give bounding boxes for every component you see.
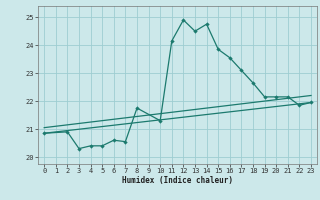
X-axis label: Humidex (Indice chaleur): Humidex (Indice chaleur): [122, 176, 233, 185]
